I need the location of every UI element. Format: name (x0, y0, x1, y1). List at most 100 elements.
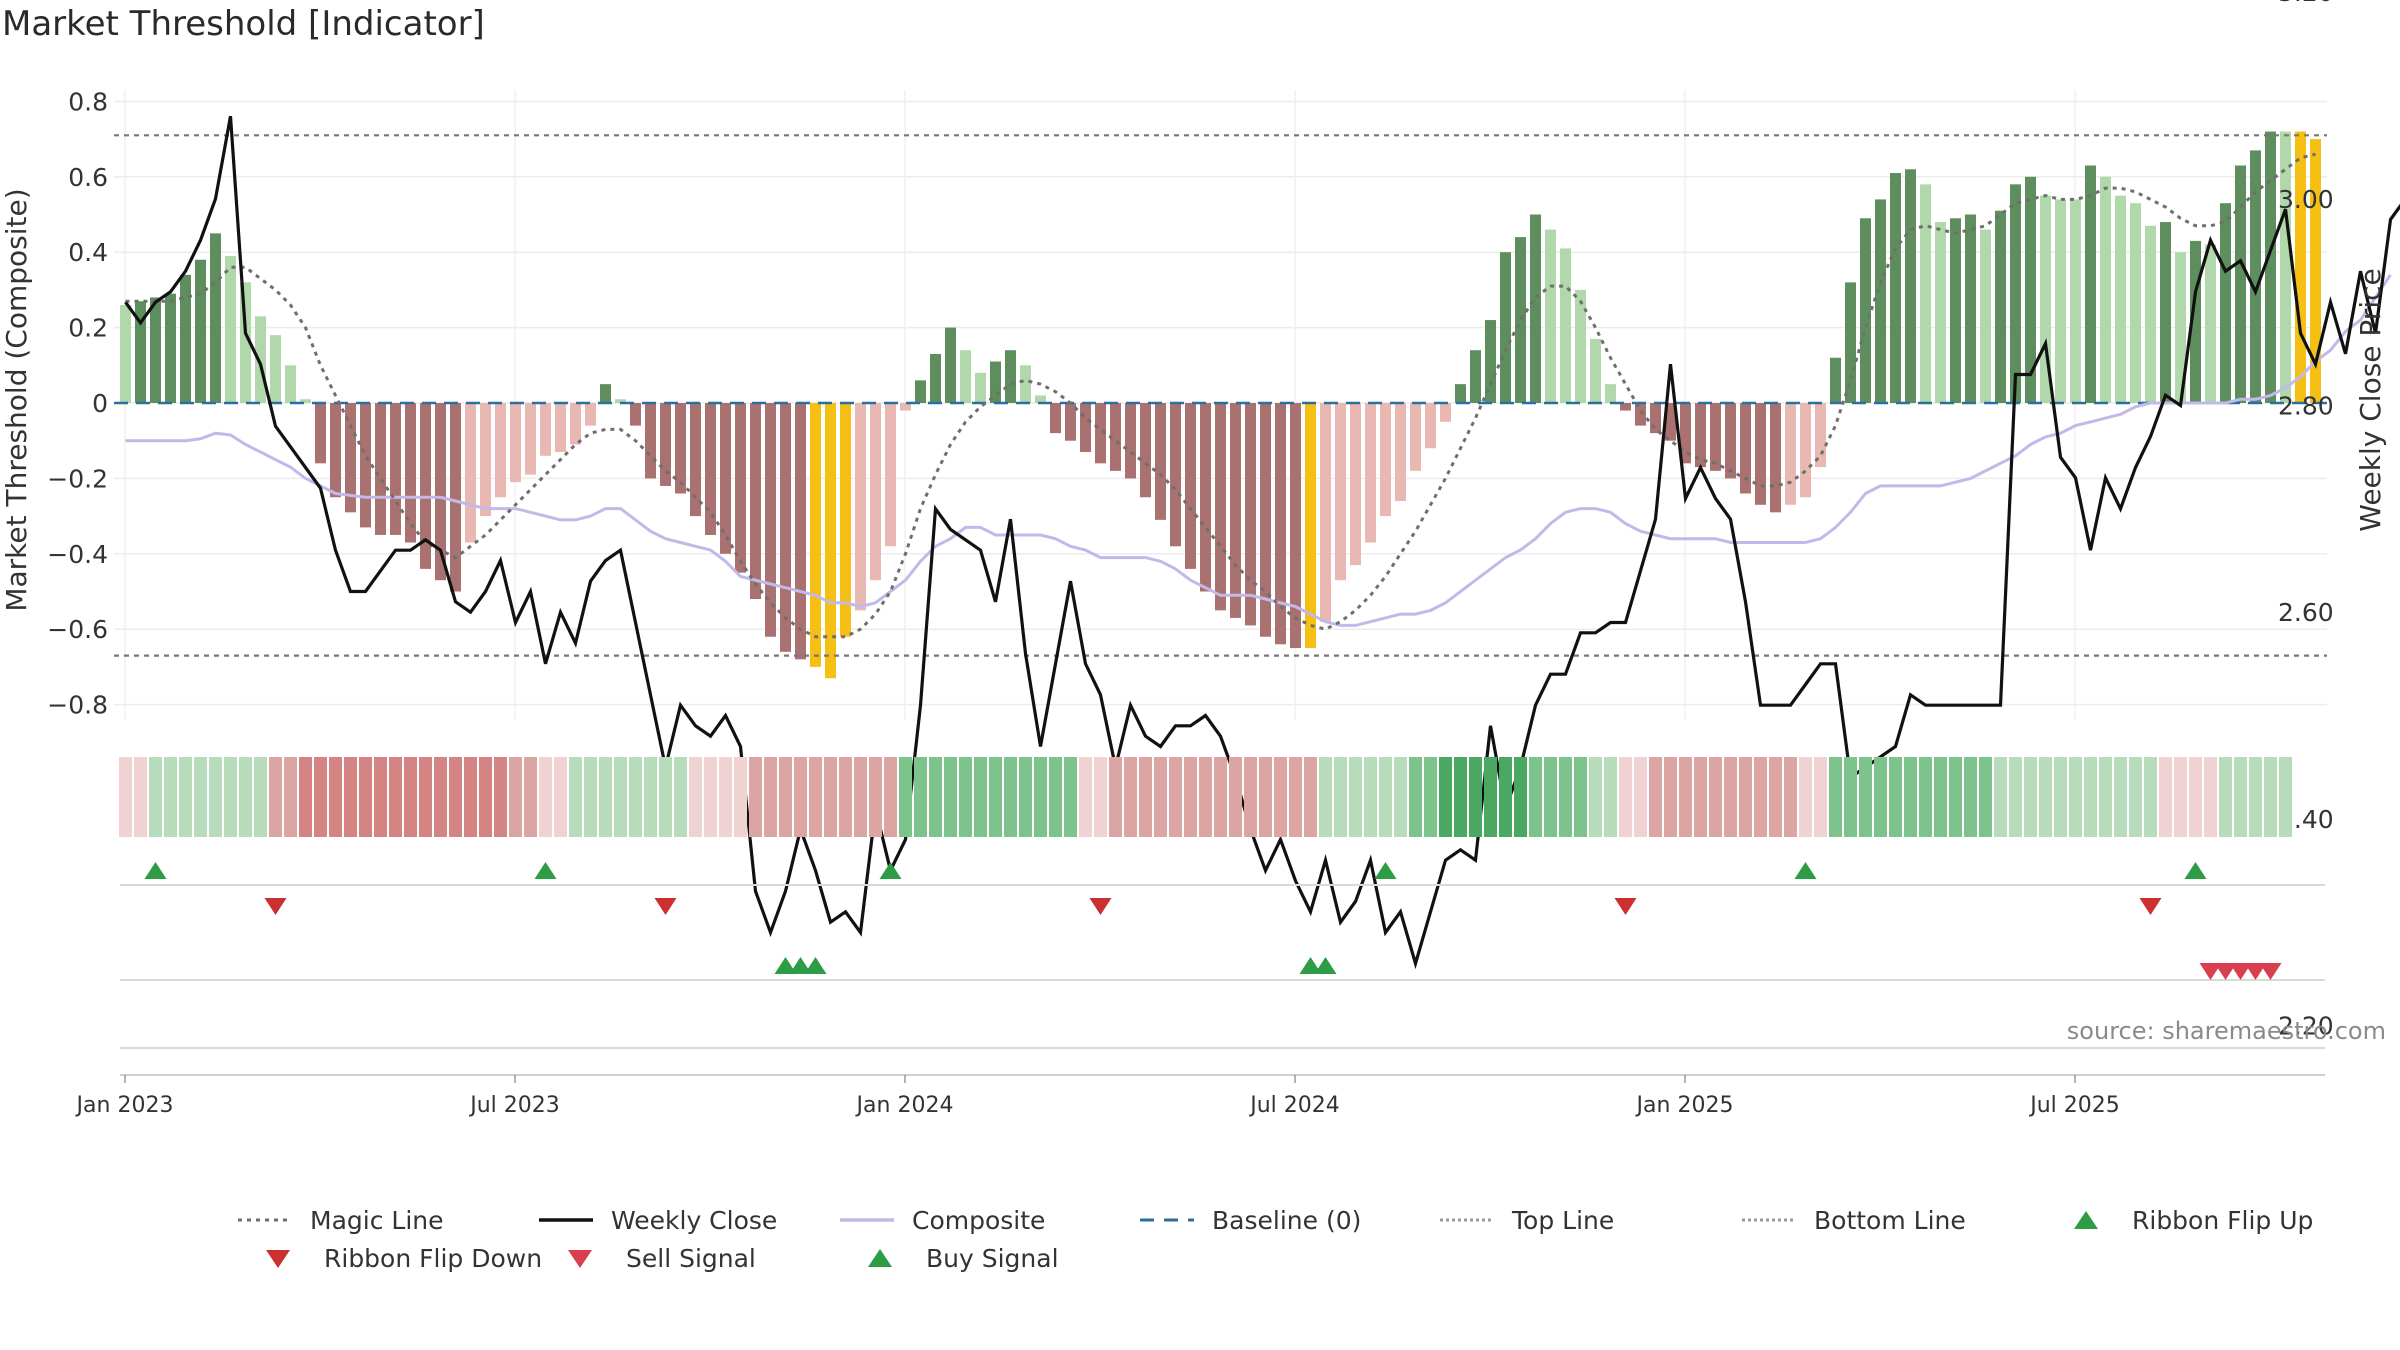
composite-bar (570, 403, 581, 445)
composite-bar (2115, 195, 2126, 403)
dotted-line-icon (1438, 1205, 1496, 1235)
ribbon-cell (794, 757, 807, 837)
composite-bar (1665, 403, 1676, 441)
composite-bar (1710, 403, 1721, 471)
ribbon-cell (1889, 757, 1902, 837)
legend-label: Baseline (0) (1212, 1205, 1362, 1235)
legend-label: Top Line (1512, 1205, 1615, 1235)
ribbon-cell (1649, 757, 1662, 837)
ribbon-cell (1604, 757, 1617, 837)
ribbon-cell (2054, 757, 2067, 837)
ribbon-cell (659, 757, 672, 837)
composite-bar (975, 372, 986, 403)
ribbon-cell (2204, 757, 2217, 837)
ribbon-cell (1679, 757, 1692, 837)
x-tick-label: Jan 2025 (1635, 1093, 1734, 1118)
ribbon-flip-up-marker (534, 862, 557, 879)
composite-bar (780, 403, 791, 652)
ribbon-cell (1094, 757, 1107, 837)
composite-bar (750, 403, 761, 600)
composite-bar (1215, 403, 1226, 611)
sell-signal-marker (2259, 963, 2282, 980)
composite-bar (2205, 244, 2216, 403)
legend-label: Weekly Close (611, 1205, 778, 1235)
ribbon-flip-down-marker (654, 898, 677, 915)
y-tick-label: 0 (92, 389, 108, 418)
composite-bar (705, 403, 716, 535)
composite-bar (1305, 403, 1316, 649)
y-axis-label: Market Threshold (Composite) (0, 188, 33, 611)
composite-bar (1410, 403, 1421, 471)
ribbon-cell (194, 757, 207, 837)
legend-item: Magic Line (236, 1205, 444, 1235)
legend-label: Sell Signal (626, 1243, 756, 1273)
ribbon-cell (1724, 757, 1737, 837)
buy-signal-marker (1314, 957, 1337, 974)
composite-bar (1245, 403, 1256, 626)
triangle-up-icon (852, 1243, 910, 1273)
composite-bar (1200, 403, 1211, 592)
ribbon-cell (479, 757, 492, 837)
weekly-close-line (124, 115, 2400, 970)
ribbon-cell (269, 757, 282, 837)
ribbon-flip-up-marker (879, 862, 902, 879)
composite-bar (1485, 320, 1496, 403)
composite-bar (1125, 403, 1136, 479)
magic-line (125, 152, 2316, 639)
composite-bar (2295, 131, 2306, 403)
ribbon-cell (1514, 757, 1527, 837)
ribbon-cell (1004, 757, 1017, 837)
ribbon-cell (2084, 757, 2097, 837)
ribbon-flip-up-marker (1374, 862, 1397, 879)
ribbon-cell (869, 757, 882, 837)
ribbon-cell (344, 757, 357, 837)
ribbon-cell (1109, 757, 1122, 837)
composite-bar (885, 403, 896, 547)
composite-bars (120, 131, 2321, 679)
composite-bar (285, 365, 296, 403)
composite-bar (2235, 165, 2246, 403)
ribbon-cell (1934, 757, 1947, 837)
composite-bar (1620, 403, 1631, 411)
ribbon-flip-down-marker (264, 898, 287, 915)
ribbon-cell (1454, 757, 1467, 837)
composite-bar (1575, 289, 1586, 403)
ribbon-cell (1829, 757, 1842, 837)
composite-bar (1455, 384, 1466, 403)
ribbon-cell (1229, 757, 1242, 837)
ribbon-cell (299, 757, 312, 837)
composite-bar (930, 353, 941, 403)
composite-bar (1860, 218, 1871, 403)
ribbon-cell (1919, 757, 1932, 837)
composite-bar (1740, 403, 1751, 494)
ribbon-cell (1979, 757, 1992, 837)
composite-bar (1890, 173, 1901, 403)
ribbon-cell (419, 757, 432, 837)
composite-bar (810, 403, 821, 667)
ribbon-cell (959, 757, 972, 837)
composite-bar (1755, 403, 1766, 505)
ribbon-flip-up-marker (1794, 862, 1817, 879)
ribbon-cell (1814, 757, 1827, 837)
ribbon-flip-up-marker (144, 862, 167, 879)
ribbon-cell (1574, 757, 1587, 837)
composite-bar (660, 403, 671, 486)
ribbon-cell (1799, 757, 1812, 837)
buy-signal-marker (1299, 957, 1322, 974)
composite-bar (1050, 403, 1061, 434)
legend-item: Buy Signal (852, 1243, 1059, 1273)
ribbon-cell (2069, 757, 2082, 837)
composite-bar (2265, 131, 2276, 403)
ribbon-cell (1289, 757, 1302, 837)
buy-signal-marker (789, 957, 812, 974)
ribbon-cell (1139, 757, 1152, 837)
ribbon-cell (374, 757, 387, 837)
ribbon-cell (614, 757, 627, 837)
ribbon-cell (539, 757, 552, 837)
ribbon-cell (329, 757, 342, 837)
ribbon-cell (239, 757, 252, 837)
composite-bar (1965, 214, 1976, 403)
ribbon-cell (464, 757, 477, 837)
ribbon-cell (2234, 757, 2247, 837)
